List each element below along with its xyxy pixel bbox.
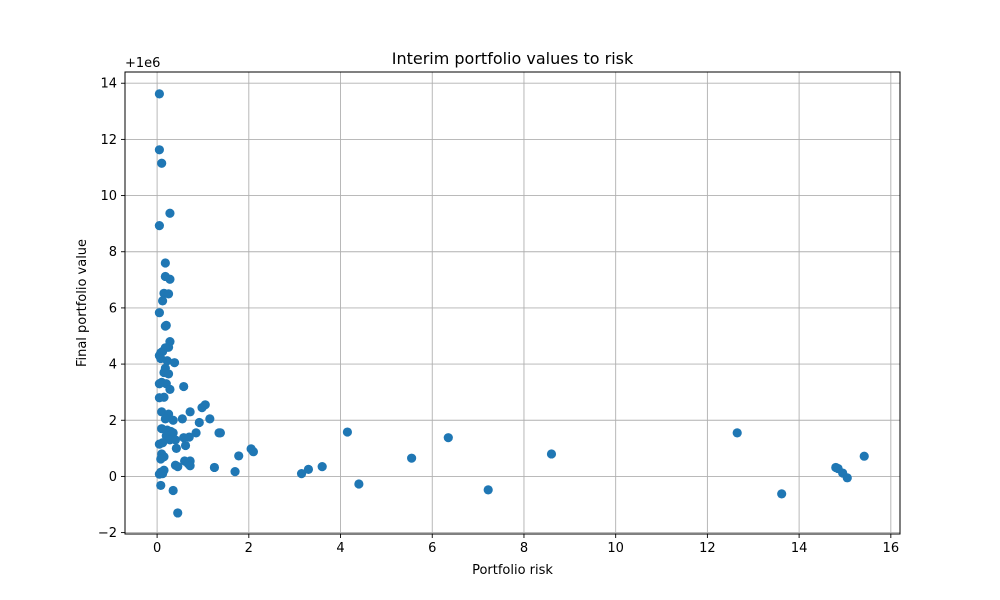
y-tick-label: 12 <box>100 133 117 148</box>
y-tick-label: 0 <box>109 470 117 485</box>
data-point <box>173 508 183 518</box>
data-point <box>154 145 164 155</box>
x-axis-label: Portfolio risk <box>472 563 553 578</box>
y-tick-label: 6 <box>109 301 117 316</box>
data-point <box>303 464 314 475</box>
data-point <box>170 435 181 445</box>
data-point <box>205 414 215 424</box>
y-tick-label: 14 <box>100 77 117 92</box>
data-point <box>156 454 166 464</box>
data-point <box>154 379 164 389</box>
data-point <box>162 356 172 366</box>
data-point <box>200 400 210 410</box>
data-point <box>546 449 557 459</box>
y-tick-label: 10 <box>100 189 117 204</box>
data-point <box>158 438 168 448</box>
data-point <box>191 428 201 438</box>
data-point <box>160 414 170 424</box>
data-point <box>215 428 225 438</box>
x-tick-label: 12 <box>699 541 716 556</box>
data-point <box>184 432 194 442</box>
data-point <box>171 443 181 453</box>
y-axis-offset-label: +1e6 <box>125 56 160 71</box>
data-point <box>173 461 183 472</box>
data-point <box>160 258 170 268</box>
data-point <box>209 462 220 473</box>
data-point <box>859 451 869 461</box>
data-point <box>154 89 164 99</box>
data-point <box>168 415 178 425</box>
data-point <box>777 489 787 499</box>
chart-title: Interim portfolio values to risk <box>392 49 634 68</box>
y-tick-label: 8 <box>109 245 117 260</box>
data-point <box>317 461 327 472</box>
plot-frame <box>124 71 901 535</box>
x-tick-label: 2 <box>245 541 253 556</box>
data-point <box>168 485 178 496</box>
y-tick-label: −2 <box>98 526 117 541</box>
data-point <box>160 321 170 331</box>
data-point <box>248 447 259 457</box>
data-point <box>154 308 164 318</box>
data-point <box>169 358 180 368</box>
data-point <box>154 221 164 231</box>
x-tick-label: 4 <box>336 541 344 556</box>
data-point <box>165 208 175 218</box>
data-point <box>194 417 204 428</box>
data-point <box>354 479 364 489</box>
x-tick-label: 10 <box>607 541 624 556</box>
data-point <box>157 158 167 168</box>
y-tick-label: 4 <box>109 358 117 373</box>
x-tick-label: 6 <box>428 541 436 556</box>
data-point <box>163 289 174 299</box>
data-point <box>732 428 742 438</box>
x-tick-label: 0 <box>153 541 161 556</box>
data-point <box>842 473 852 483</box>
data-points-layer <box>154 89 869 518</box>
x-tick-label: 16 <box>883 541 900 556</box>
y-axis-ticks: −2 0 2 4 6 8 10 12 14 <box>98 77 125 541</box>
data-point <box>158 469 168 479</box>
data-point <box>185 461 195 471</box>
data-point <box>230 467 240 477</box>
data-point <box>296 469 307 479</box>
data-point <box>177 414 187 424</box>
data-point <box>407 453 417 463</box>
data-point <box>165 384 175 394</box>
data-point <box>443 433 453 443</box>
data-point <box>483 485 493 495</box>
data-point <box>185 407 195 417</box>
data-point <box>156 480 166 491</box>
x-tick-label: 14 <box>791 541 808 556</box>
data-point <box>180 440 191 451</box>
x-tick-label: 8 <box>520 541 528 556</box>
data-point <box>163 369 174 379</box>
data-point <box>342 427 353 437</box>
data-point <box>165 274 175 284</box>
data-point <box>179 381 189 392</box>
data-point <box>168 428 178 438</box>
y-axis-label: Final portfolio value <box>75 239 90 367</box>
grid-layer <box>125 72 900 534</box>
y-tick-label: 2 <box>109 414 117 429</box>
data-point <box>154 393 164 403</box>
x-axis-ticks: 0 2 4 6 8 10 12 14 16 <box>153 534 899 556</box>
data-point <box>158 296 168 306</box>
data-point <box>234 451 244 461</box>
